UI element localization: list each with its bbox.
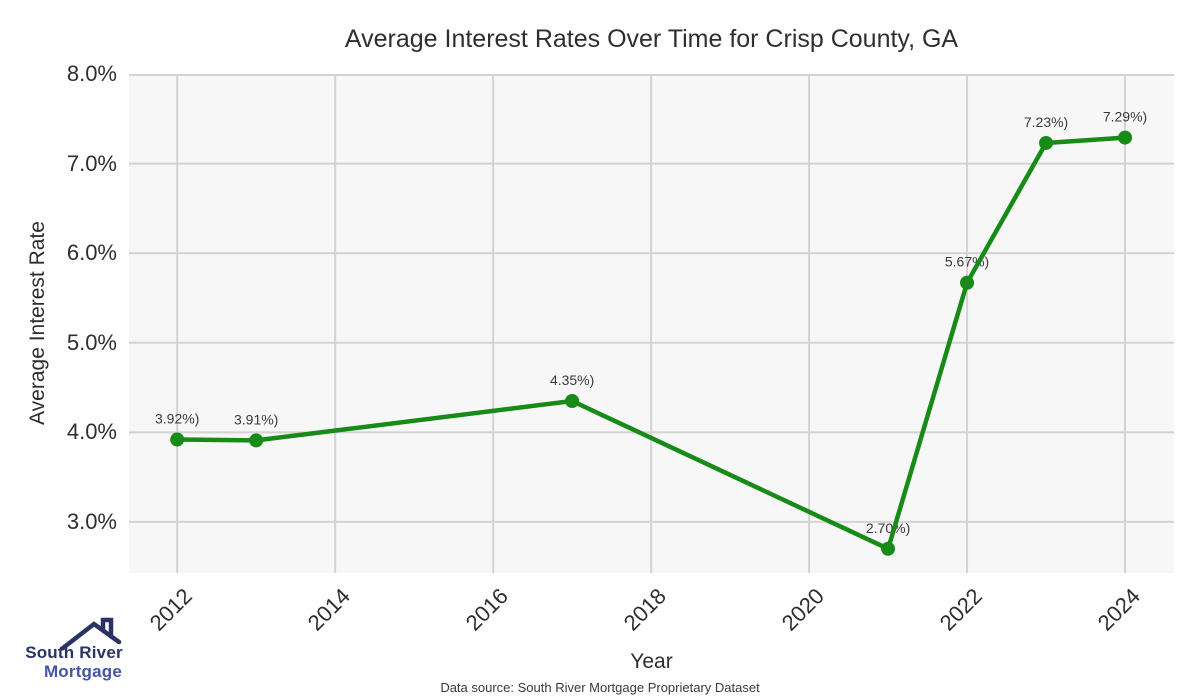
plot-area: 3.92%) 3.91%) 4.35%) 2.70%) 5.67%) 7.23%) 7.29…: [129, 74, 1174, 573]
house-roof-icon: [60, 617, 122, 651]
point-label: 4.35%): [550, 372, 594, 388]
chart-title: Average Interest Rates Over Time for Cri…: [344, 25, 959, 53]
data-point: [1039, 135, 1054, 150]
y-tick-label: 7.0%: [66, 150, 117, 176]
line-chart: 3.92%) 3.91%)4.35%)2.70%)5.67%)7.23%) 7.29…: [129, 74, 1174, 573]
logo-line2: Mortgage: [43, 662, 123, 681]
data-point: [249, 433, 264, 448]
x-tick-label: 2020: [776, 583, 830, 636]
logo: South River Mortgage: [20, 616, 128, 690]
data-point: [170, 432, 185, 447]
y-tick-label: 4.0%: [66, 419, 117, 445]
data-point: [960, 275, 975, 290]
data-point: [881, 541, 896, 556]
data-source: Data source: South River Mortgage Propri…: [440, 680, 760, 695]
data-point: [565, 393, 580, 408]
x-tick-label: 2016: [460, 583, 514, 636]
point-label: 3.91%): [234, 411, 278, 427]
point-label: 3.92%): [155, 411, 199, 427]
x-axis-title: Year: [630, 650, 673, 673]
point-label: 7.29%): [1103, 109, 1147, 125]
logo-line1: South River: [25, 643, 123, 662]
point-label: 2.70%): [866, 520, 910, 536]
point-label: 7.23%): [1024, 114, 1068, 130]
x-tick-label: 2014: [302, 583, 356, 636]
x-tick-label: 2018: [618, 583, 672, 636]
y-tick-label: 8.0%: [66, 61, 117, 86]
y-tick-label: 6.0%: [66, 240, 117, 266]
x-tick-label: 2024: [1092, 583, 1145, 636]
x-tick-label: 2022: [934, 583, 988, 636]
y-tick-label: 3.0%: [66, 508, 117, 534]
y-tick-label: 5.0%: [66, 329, 117, 355]
x-tick-label: 2012: [144, 583, 198, 636]
data-point: [1118, 130, 1133, 145]
